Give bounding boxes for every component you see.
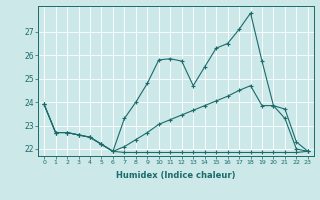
X-axis label: Humidex (Indice chaleur): Humidex (Indice chaleur) [116,171,236,180]
